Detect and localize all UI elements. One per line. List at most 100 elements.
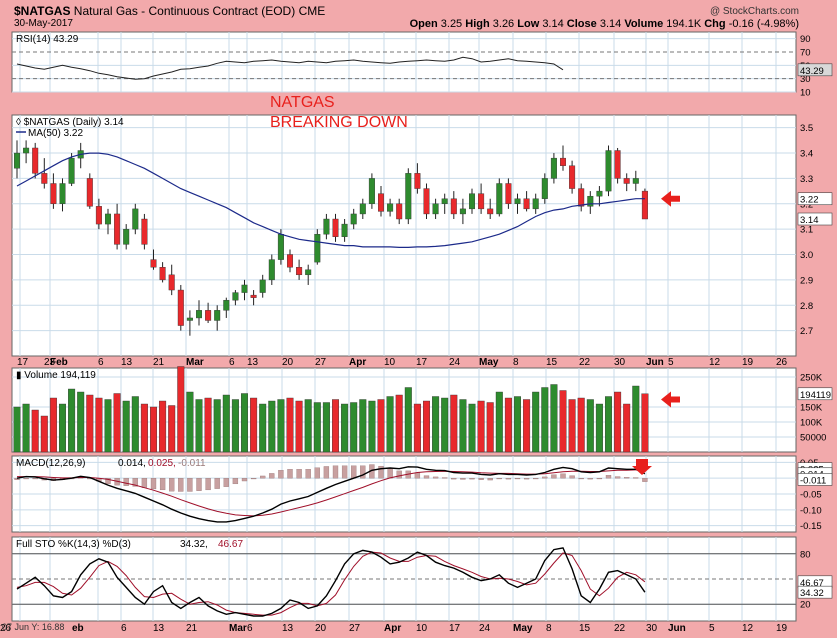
x-tick-label-bottom: 30 (646, 623, 658, 633)
macd-histogram-bar (178, 478, 184, 492)
sto-y-tick-label: 20 (800, 600, 811, 611)
candle-body (68, 157, 75, 184)
macd-histogram-bar (514, 478, 521, 480)
volume-bar (332, 399, 340, 453)
x-tick-label-bottom: 6 (121, 623, 127, 633)
chg-value: -0.16 (-4.98%) (728, 18, 799, 30)
volume-bar (313, 402, 321, 453)
x-tick-label-bottom: 15 (579, 623, 591, 633)
sto-d-line (16, 551, 646, 616)
candle-body (186, 317, 193, 321)
macd-histogram-bar (542, 476, 548, 479)
x-tick-label-top: Apr (349, 357, 366, 368)
volume-bar (350, 402, 358, 453)
volume-bar (632, 385, 640, 453)
macd-histogram-bar (205, 478, 211, 491)
x-tick-label-top: 17 (17, 357, 29, 368)
macd-histogram-bar (505, 478, 512, 480)
candle-body (441, 198, 448, 204)
candle-body (323, 218, 330, 235)
candle-body (123, 228, 130, 245)
x-tick-label-bottom: 10 (416, 623, 428, 633)
sto-tag-k: 34.32 (800, 588, 824, 599)
macd-histogram-bar (605, 475, 612, 479)
candle-body (414, 173, 421, 189)
ma50-line (16, 152, 645, 248)
macd-y-tick-label: -0.05 (800, 490, 822, 501)
macd-line (16, 466, 646, 523)
volume-bar (49, 397, 57, 453)
x-tick-label-top: Feb (50, 357, 68, 368)
candle-body (487, 208, 494, 215)
volume-y-tick-label: 250K (800, 373, 823, 384)
ma-last-tag-bg (797, 192, 833, 206)
candle-body (405, 173, 412, 220)
volume-bar (495, 391, 503, 453)
candle-body (177, 289, 184, 326)
volume-label: Volume (624, 18, 664, 30)
price-red-arrow (661, 190, 680, 207)
macd-histogram-bar (341, 465, 348, 479)
breaking-down-annotation: NATGAS BREAKING DOWN (270, 93, 408, 133)
chart-date: 30-May-2017 (14, 18, 73, 29)
volume-bar (213, 399, 221, 453)
ma-last-tag: 3.22 (800, 195, 819, 206)
candle-body (241, 284, 248, 293)
x-tick-label-bottom: Apr (384, 623, 401, 633)
x-tick-label-top: 30 (614, 357, 626, 368)
volume-bar (77, 391, 85, 453)
chg-label: Chg (704, 18, 726, 30)
volume-bar (441, 397, 449, 453)
watermark: @ StockCharts.com (709, 6, 799, 17)
volume-bar (395, 394, 403, 453)
sto-tag-k-bg (797, 585, 833, 599)
candle-body (350, 213, 357, 225)
macd-histogram-bar (150, 478, 157, 490)
candle-body (587, 195, 594, 207)
macd-histogram-bar (241, 478, 248, 482)
sto-y-tick-label: 80 (800, 549, 811, 560)
macd-histogram-bar (260, 475, 266, 479)
volume-bar (168, 405, 176, 453)
x-tick-label-top: 24 (449, 357, 461, 368)
low-label: Low (517, 18, 540, 30)
macd-histogram-bar (278, 470, 284, 479)
candle-body (578, 188, 585, 207)
volume-bar (641, 393, 649, 453)
candle-body (505, 183, 512, 204)
description: Natural Gas - Continuous Contract (EOD) (73, 4, 296, 18)
chart-header-title: $NATGAS Natural Gas - Continuous Contrac… (14, 4, 325, 18)
candle-body (396, 203, 403, 220)
low-value: 3.14 (542, 18, 564, 30)
volume-bar (377, 399, 385, 453)
candle-body (423, 188, 430, 215)
x-tick-label-top: 13 (121, 357, 133, 368)
macd-histogram-bar (250, 478, 257, 480)
high-label: High (465, 18, 490, 30)
price-y-tick-label: 3.1 (800, 225, 813, 236)
candle-body (13, 152, 20, 169)
rsi-legend: RSI(14) 43.29 (16, 34, 79, 45)
volume-bar (59, 403, 67, 453)
candle-body (41, 173, 48, 184)
x-tick-label-bottom: 20 (315, 623, 327, 633)
volume-y-tick-label: 150K (800, 403, 823, 414)
macd-histogram-bar (587, 478, 593, 480)
macd-histogram-bar (423, 475, 430, 479)
macd-histogram-bar (523, 478, 530, 480)
macd-red-arrow (632, 459, 652, 475)
candle-body (596, 190, 603, 197)
volume-bar (523, 399, 531, 453)
sto-k-line (16, 547, 646, 617)
macd-histogram-bar (642, 478, 648, 482)
x-tick-label-top: 6 (229, 357, 235, 368)
candle-body (532, 198, 539, 210)
macd-value-1: 0.014, (118, 458, 146, 469)
x-tick-label-bottom: 19 (776, 623, 788, 633)
candle-body (641, 190, 648, 220)
macd-y-tick-label: -0.10 (800, 505, 822, 516)
price-y-tick-label: 3.3 (800, 174, 813, 185)
rsi-y-tick-label: 90 (800, 34, 811, 45)
macd-histogram-bar (214, 478, 220, 489)
